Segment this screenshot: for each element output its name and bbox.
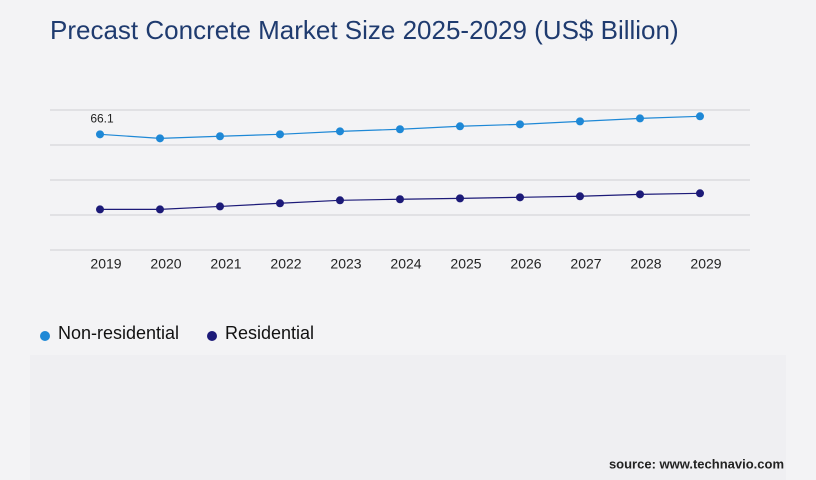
- legend-label: Non-residential: [58, 323, 179, 343]
- data-point: [396, 195, 404, 204]
- chart-title: Precast Concrete Market Size 2025-2029 (…: [50, 15, 679, 45]
- legend-marker: [40, 331, 50, 341]
- data-point: [276, 130, 284, 139]
- x-tick-label: 2027: [570, 256, 601, 272]
- x-tick-label: 2019: [90, 256, 121, 272]
- lower-panel: [30, 355, 786, 480]
- data-point: [516, 193, 524, 202]
- data-point: [96, 205, 104, 214]
- x-tick-label: 2029: [690, 256, 721, 272]
- data-point: [456, 194, 464, 203]
- data-point: [636, 190, 644, 199]
- source: source: www.technavio.com: [609, 456, 784, 471]
- data-point: [696, 112, 704, 121]
- data-point: [156, 205, 164, 214]
- data-point: [516, 120, 524, 129]
- x-tick-label: 2023: [330, 256, 361, 272]
- x-tick-label: 2022: [270, 256, 301, 272]
- data-point: [96, 130, 104, 139]
- data-point: [636, 114, 644, 123]
- x-tick-label: 2028: [630, 256, 661, 272]
- data-point: [216, 132, 224, 141]
- data-point: [216, 202, 224, 211]
- data-point: [336, 196, 344, 205]
- data-point: [456, 122, 464, 131]
- x-tick-label: 2024: [390, 256, 421, 272]
- x-tick-label: 2025: [450, 256, 481, 272]
- legend-marker: [207, 331, 217, 341]
- data-point: [576, 117, 584, 126]
- data-point: [156, 134, 164, 143]
- x-tick-label: 2020: [150, 256, 181, 272]
- data-point: [576, 192, 584, 201]
- data-point: [336, 127, 344, 136]
- data-point: [696, 189, 704, 198]
- x-tick-label: 2021: [210, 256, 241, 272]
- x-tick-label: 2026: [510, 256, 541, 272]
- data-point: [396, 125, 404, 134]
- data-point: [276, 199, 284, 208]
- data-label: 66.1: [90, 111, 114, 125]
- legend-label: Residential: [225, 323, 314, 343]
